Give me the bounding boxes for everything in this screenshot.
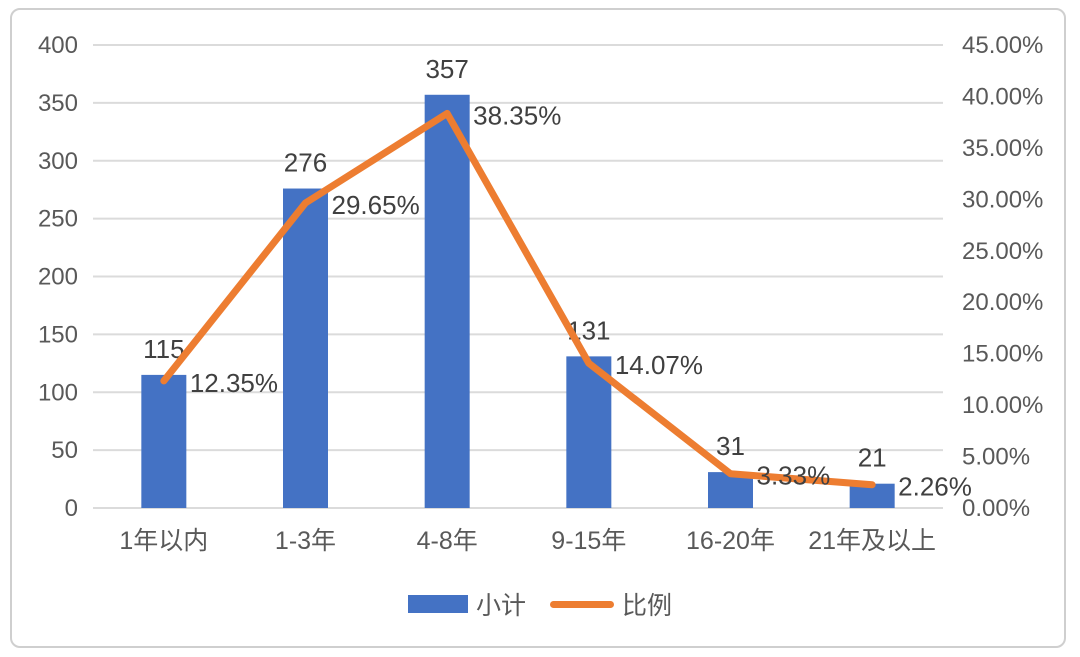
percent-label: 12.35% bbox=[190, 368, 278, 398]
percent-label: 3.33% bbox=[757, 461, 831, 491]
y-axis-tick-left: 250 bbox=[38, 206, 78, 233]
ratio-line bbox=[160, 109, 876, 489]
y-axis-tick-left: 300 bbox=[38, 148, 78, 175]
bar-series-swatch bbox=[407, 595, 468, 613]
y-axis-tick-right: 10.00% bbox=[962, 392, 1043, 419]
bar-0 bbox=[141, 374, 187, 508]
y-axis-tick-right: 35.00% bbox=[962, 135, 1043, 162]
x-axis-label: 1年以内 bbox=[119, 527, 208, 555]
x-axis-label: 9-15年 bbox=[551, 527, 626, 555]
x-axis-label: 4-8年 bbox=[417, 527, 478, 555]
chart-card bbox=[10, 8, 1066, 648]
percent-label: 29.65% bbox=[332, 190, 420, 220]
chart-legend: 小计 比例 bbox=[0, 586, 1080, 622]
line-series-swatch bbox=[550, 600, 614, 608]
y-axis-tick-right: 15.00% bbox=[962, 341, 1043, 368]
x-axis-label: 21年及以上 bbox=[808, 527, 936, 555]
y-axis-tick-right: 40.00% bbox=[962, 83, 1043, 110]
y-axis-tick-right: 0.00% bbox=[962, 495, 1030, 522]
y-axis-tick-right: 25.00% bbox=[962, 238, 1043, 265]
bar-value-label: 357 bbox=[425, 54, 468, 84]
bar-value-label: 276 bbox=[284, 148, 327, 178]
y-axis-tick-left: 400 bbox=[38, 32, 78, 59]
x-axis-label: 1-3年 bbox=[275, 527, 336, 555]
legend-label-ratio: 比例 bbox=[622, 592, 673, 620]
y-axis-tick-left: 100 bbox=[38, 379, 78, 406]
y-axis-tick-right: 45.00% bbox=[962, 32, 1043, 59]
legend-label-subtotal: 小计 bbox=[475, 592, 526, 620]
y-axis-tick-left: 0 bbox=[65, 495, 78, 522]
percent-label: 2.26% bbox=[898, 472, 972, 502]
percent-label: 38.35% bbox=[473, 100, 561, 130]
y-axis-tick-left: 50 bbox=[51, 437, 78, 464]
x-axis-label: 16-20年 bbox=[686, 527, 775, 555]
legend-item-ratio: 比例 bbox=[550, 586, 672, 622]
percent-label: 14.07% bbox=[615, 350, 703, 380]
y-axis-tick-right: 5.00% bbox=[962, 444, 1030, 471]
bar-3 bbox=[566, 356, 612, 508]
y-axis-tick-right: 20.00% bbox=[962, 289, 1043, 316]
y-axis-tick-right: 30.00% bbox=[962, 186, 1043, 213]
bar-value-label: 31 bbox=[716, 431, 745, 461]
bar-1 bbox=[283, 188, 328, 508]
y-axis-tick-left: 150 bbox=[38, 321, 78, 348]
bar-value-label: 21 bbox=[858, 443, 887, 473]
y-axis-tick-left: 200 bbox=[38, 264, 78, 291]
bar-2 bbox=[424, 94, 470, 509]
y-axis-tick-left: 350 bbox=[38, 90, 78, 117]
legend-item-subtotal: 小计 bbox=[407, 586, 526, 622]
